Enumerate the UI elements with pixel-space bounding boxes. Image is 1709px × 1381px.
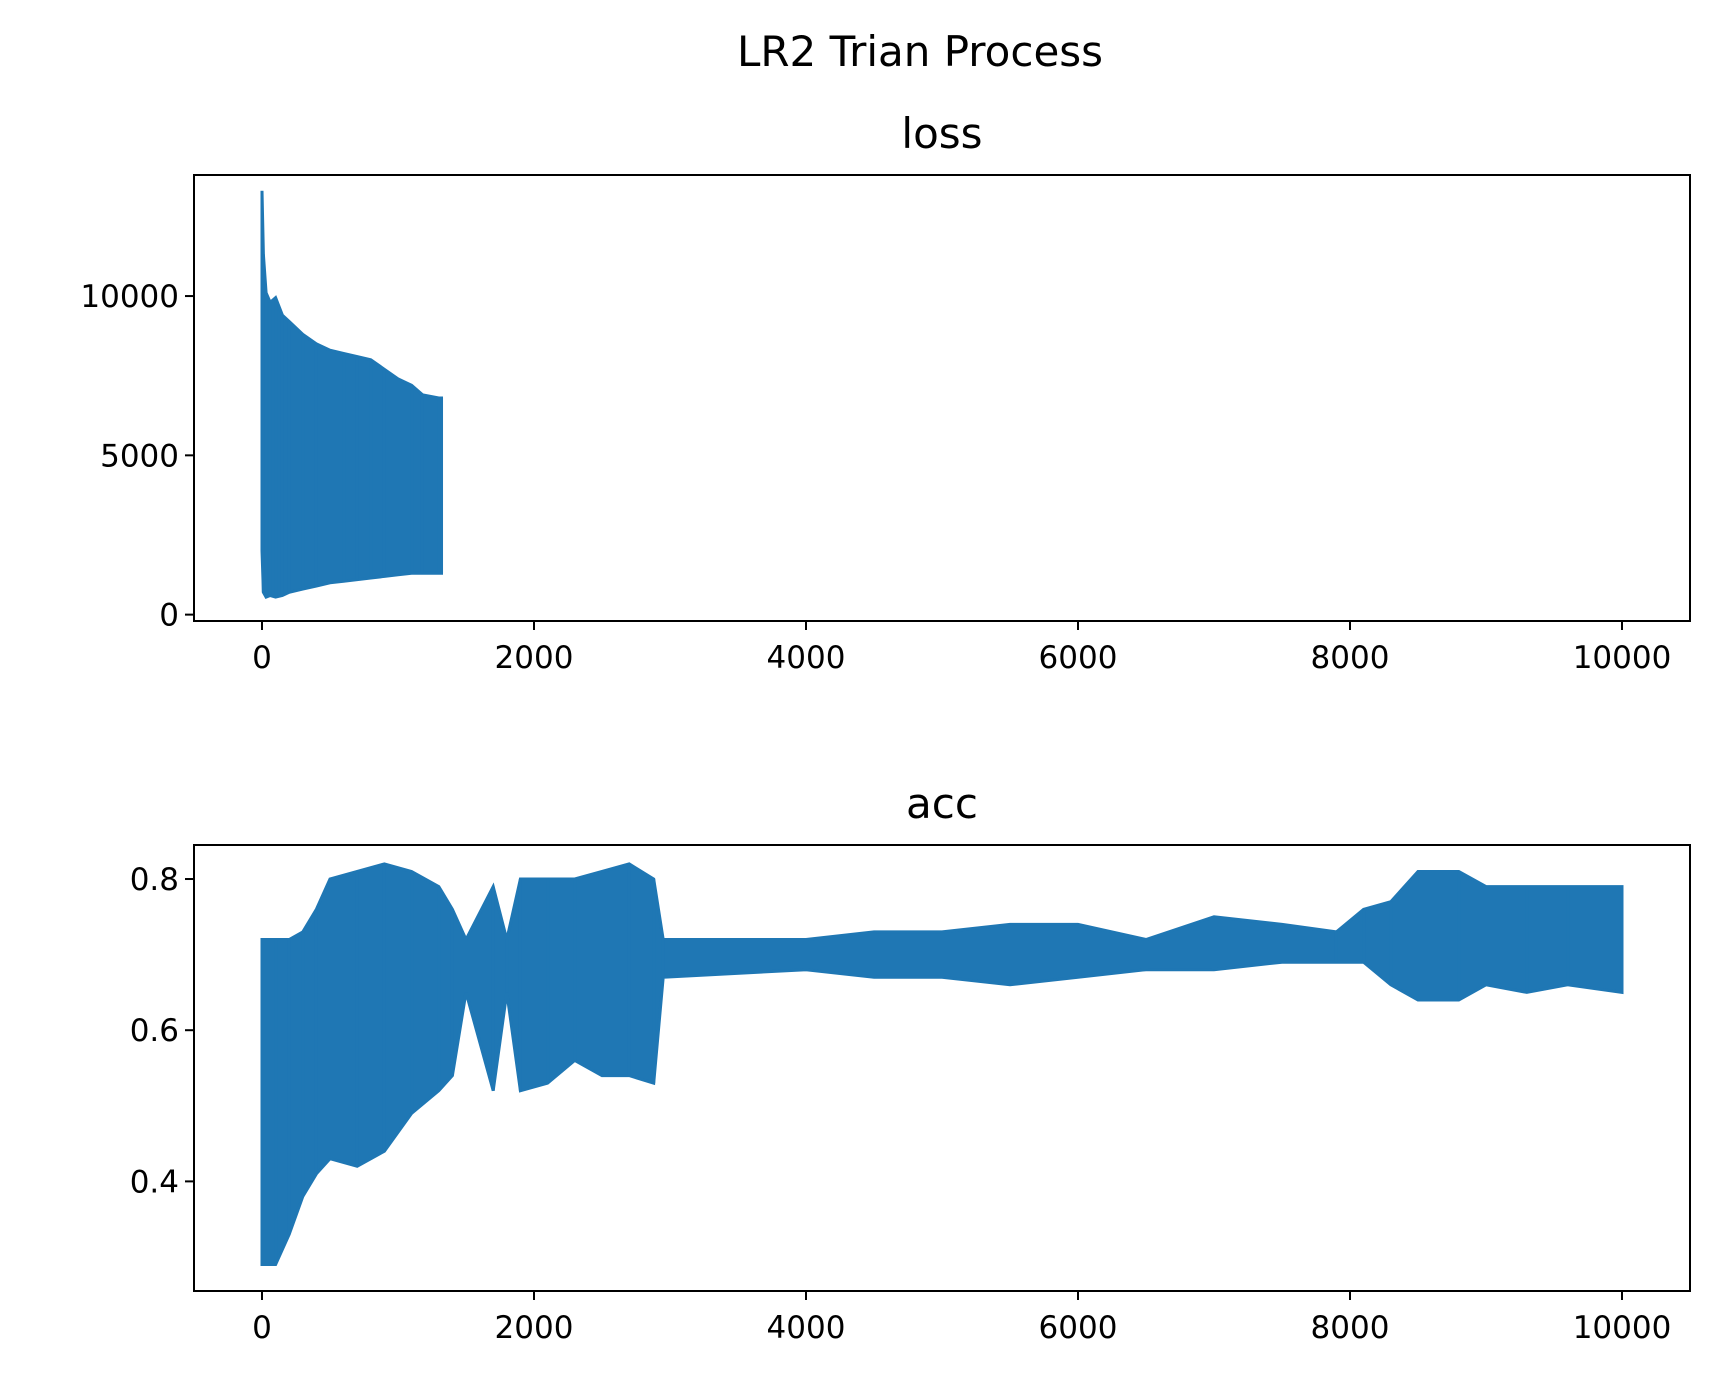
axes-acc: acc 0 2000 4000 6000 8000 10000 0.4 0.6 0.8 bbox=[130, 779, 1691, 1346]
loss-series bbox=[260, 190, 444, 599]
figure-title: LR2 Trian Process bbox=[737, 27, 1103, 76]
acc-x-tick-label: 8000 bbox=[1311, 1310, 1390, 1346]
loss-y-tick-label: 10000 bbox=[80, 279, 179, 315]
loss-x-tick-label: 2000 bbox=[495, 640, 574, 676]
acc-y-tick-label: 0.4 bbox=[130, 1164, 179, 1200]
x-axis-loss: 0 2000 4000 6000 8000 10000 bbox=[252, 621, 1671, 676]
chart-title-acc: acc bbox=[906, 779, 978, 828]
y-axis-loss: 0 5000 10000 bbox=[80, 279, 194, 634]
x-axis-acc: 0 2000 4000 6000 8000 10000 bbox=[252, 1291, 1671, 1346]
acc-x-tick-label: 2000 bbox=[495, 1310, 574, 1346]
loss-x-tick-label: 4000 bbox=[767, 640, 846, 676]
y-axis-acc: 0.4 0.6 0.8 bbox=[130, 862, 194, 1200]
plot-frame-acc bbox=[193, 844, 1691, 1292]
acc-x-tick-label: 6000 bbox=[1039, 1310, 1118, 1346]
loss-x-tick-label: 10000 bbox=[1573, 640, 1672, 676]
acc-x-tick-label: 10000 bbox=[1573, 1310, 1672, 1346]
loss-x-tick-label: 6000 bbox=[1039, 640, 1118, 676]
loss-y-tick-label: 5000 bbox=[100, 438, 179, 474]
loss-y-tick-label: 0 bbox=[159, 598, 179, 634]
acc-y-tick-label: 0.6 bbox=[130, 1013, 179, 1049]
acc-y-tick-label: 0.8 bbox=[130, 862, 179, 898]
chart-title-loss: loss bbox=[901, 109, 982, 158]
plot-frame-loss bbox=[193, 174, 1691, 622]
loss-x-tick-label: 0 bbox=[252, 640, 272, 676]
axes-loss: loss 0 2000 4000 6000 8000 10000 0 5000 10000 bbox=[80, 109, 1691, 676]
acc-x-tick-label: 0 bbox=[252, 1310, 272, 1346]
loss-x-tick-label: 8000 bbox=[1311, 640, 1390, 676]
acc-x-tick-label: 4000 bbox=[767, 1310, 846, 1346]
acc-series bbox=[260, 862, 1624, 1266]
